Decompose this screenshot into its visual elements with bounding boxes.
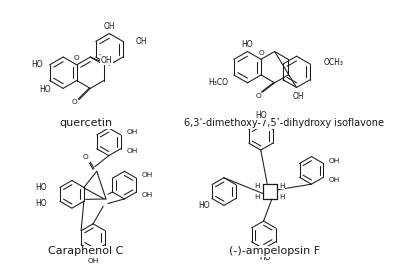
Text: OH: OH (329, 177, 340, 183)
Text: 6,3’-dimethoxy-7,5’-dihydroxy isoflavone: 6,3’-dimethoxy-7,5’-dihydroxy isoflavone (184, 118, 384, 129)
Text: OH: OH (101, 56, 112, 65)
Text: quercetin: quercetin (59, 118, 112, 129)
Text: OH: OH (88, 258, 99, 264)
Text: OH: OH (104, 22, 115, 31)
Text: H: H (254, 183, 260, 189)
Text: HO: HO (31, 60, 42, 69)
Text: H: H (279, 194, 285, 200)
Text: HO: HO (35, 199, 47, 209)
Text: OH: OH (126, 149, 138, 155)
Text: H: H (254, 194, 260, 200)
Text: HO: HO (198, 201, 210, 210)
Text: HO: HO (255, 111, 267, 119)
Text: OH: OH (142, 172, 153, 178)
Text: H₃CO: H₃CO (208, 78, 228, 87)
Text: HO: HO (242, 40, 253, 48)
Text: O: O (83, 155, 88, 161)
Text: O: O (258, 50, 264, 56)
Text: OH: OH (292, 92, 304, 101)
Text: H: H (279, 183, 285, 189)
Text: HO: HO (260, 253, 271, 262)
Text: OH: OH (142, 192, 153, 198)
Text: OH: OH (136, 37, 148, 46)
Text: O: O (255, 93, 261, 99)
Text: HO: HO (39, 85, 51, 94)
Text: OH: OH (126, 129, 138, 135)
Text: O: O (72, 99, 78, 105)
Text: OCH₃: OCH₃ (324, 58, 344, 67)
Text: OH: OH (329, 158, 340, 164)
Text: HO: HO (243, 247, 255, 255)
Text: O: O (74, 55, 80, 61)
Text: (-)-ampelopsin F: (-)-ampelopsin F (229, 246, 320, 256)
Text: HO: HO (35, 183, 47, 192)
Text: Caraphenol C: Caraphenol C (48, 246, 123, 256)
